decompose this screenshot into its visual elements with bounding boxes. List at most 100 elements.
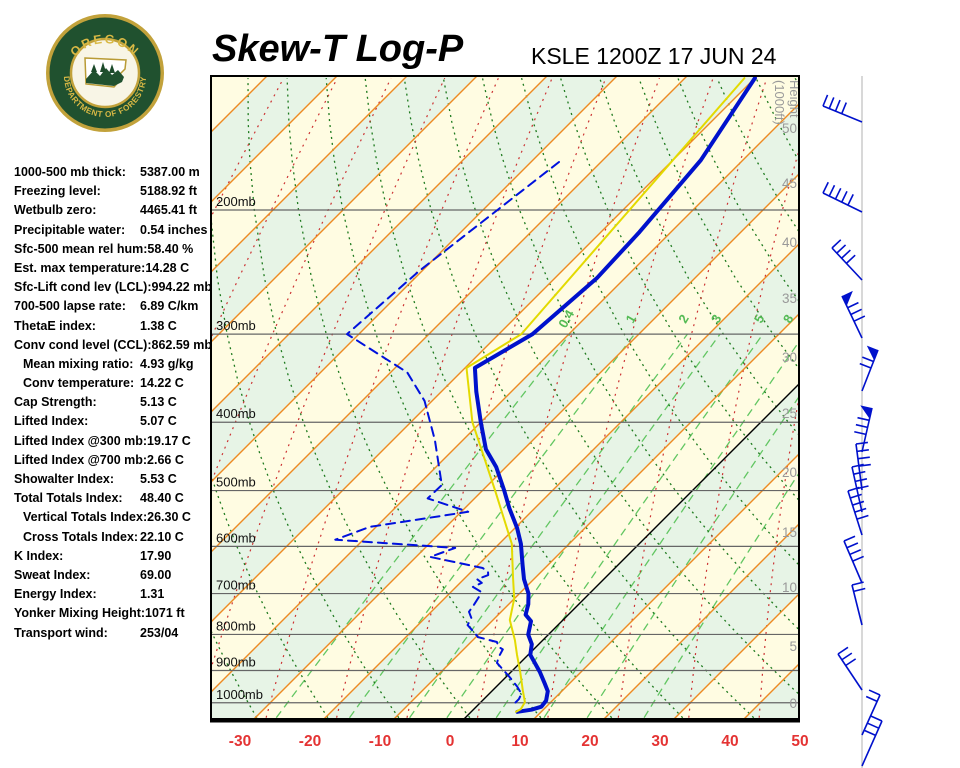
index-value: 0.54 inches — [140, 222, 208, 237]
moist-adiabat-line — [265, 77, 499, 718]
index-label: Lifted Index @700 mb: — [14, 452, 148, 467]
pressure-label: 300mb — [216, 318, 256, 333]
index-value: 1.31 — [140, 587, 165, 602]
isotherm-band — [211, 104, 799, 719]
index-row: 1000-500 mb thick: 5387.00 m — [14, 165, 212, 184]
dry-adiabat-line — [211, 629, 258, 719]
index-label: Est. max temperature: — [14, 260, 146, 275]
barb-tick — [864, 729, 876, 737]
wind-barb — [859, 345, 879, 392]
height-label: 5 — [789, 639, 797, 654]
index-value: 862.59 mb — [151, 337, 212, 352]
mixing-ratio-line — [275, 333, 571, 719]
wind-barb — [843, 535, 864, 584]
index-label: ThetaE index: — [14, 318, 96, 333]
index-row: Sweat Index: 69.00 — [14, 568, 212, 587]
index-value: 1.38 C — [140, 318, 177, 333]
station-id: KSLE 1200Z 17 JUN 24 — [531, 43, 777, 69]
barb-tick — [855, 441, 869, 445]
pressure-label: 800mb — [216, 618, 256, 633]
barb-tick — [853, 315, 866, 322]
pressure-label: 1000mb — [216, 687, 263, 702]
isotherm-line — [673, 593, 799, 719]
barb-tick — [851, 463, 864, 468]
logo-trees-icon — [91, 62, 115, 73]
barb-tick — [857, 456, 870, 460]
isotherm-band — [211, 76, 799, 692]
index-row: K Index: 17.90 — [14, 549, 212, 568]
index-row: Mean mixing ratio: 4.93 g/kg — [14, 357, 212, 376]
wind-barb — [861, 715, 883, 767]
index-label: Energy Index: — [14, 587, 97, 602]
sounding-traces — [334, 76, 757, 714]
index-label: Freezing level: — [14, 184, 101, 199]
index-value: 22.10 C — [140, 529, 184, 544]
index-label: Mean mixing ratio: — [23, 356, 134, 371]
height-label: 15 — [782, 525, 797, 540]
barb-tick — [859, 362, 872, 369]
barb-tick — [853, 587, 866, 593]
index-row: Showalter Index: 5.53 C — [14, 472, 212, 491]
height-label: 40 — [782, 235, 797, 250]
pressure-label: 500mb — [216, 475, 256, 490]
index-value: 58.40 % — [147, 241, 194, 256]
dry-adiabat-line — [442, 77, 799, 696]
index-row: Energy Index: 1.31 — [14, 587, 212, 606]
pressure-label: 700mb — [216, 578, 256, 593]
index-label: Yonker Mixing Height: — [14, 606, 146, 621]
barb-pennant — [866, 345, 878, 361]
moist-adiabats — [211, 77, 799, 718]
wetbulb-trace — [465, 77, 746, 713]
wind-barbs — [822, 76, 883, 768]
pressure-label: 900mb — [216, 655, 256, 670]
barb-tick — [840, 102, 848, 114]
mixing-ratio-line — [446, 333, 721, 719]
barb-tick — [841, 249, 851, 259]
mixing-ratio-line — [586, 395, 799, 719]
odf-logo: OREGON DEPARTMENT OF FORESTRY — [46, 14, 164, 132]
logo-mountains-icon — [86, 68, 124, 86]
isotherm-line — [393, 313, 799, 719]
index-label: Precipitable water: — [14, 222, 126, 237]
height-label: 25 — [782, 406, 797, 421]
barb-tick — [856, 514, 869, 520]
index-row: Lifted Index: 5.07 C — [14, 414, 212, 433]
index-row: ThetaE index: 1.38 C — [14, 319, 212, 338]
dewpoint-trace — [334, 161, 560, 704]
height-label: 10 — [782, 580, 797, 595]
wind-barb — [861, 689, 881, 736]
barb-tick — [852, 500, 865, 506]
index-value: 19.17 C — [147, 433, 191, 448]
wind-barb — [841, 290, 866, 339]
temp-tick-label: 50 — [791, 733, 808, 750]
index-label: 700-500 lapse rate: — [14, 299, 126, 314]
barb-staff — [822, 105, 863, 123]
barb-tick — [852, 555, 864, 562]
height-label: 30 — [782, 350, 797, 365]
chart-border — [210, 75, 800, 723]
freezing-isotherm-line — [463, 383, 799, 719]
barb-tick — [865, 695, 878, 703]
height-axis-units: (1000ft) — [772, 80, 787, 125]
wind-barb — [837, 646, 863, 691]
height-label: 20 — [782, 465, 797, 480]
barb-tick — [857, 416, 870, 422]
index-label: Cap Strength: — [14, 395, 97, 410]
index-value: 26.30 C — [147, 510, 191, 525]
index-value: 5.07 C — [140, 414, 177, 429]
index-row: Est. max temperature: 14.28 C — [14, 261, 212, 280]
index-value: 5387.00 m — [140, 165, 200, 179]
index-row: Conv cond level (CCL): 862.59 mb — [14, 338, 212, 357]
isotherm-line — [603, 523, 799, 719]
index-row: Conv temperature: 14.22 C — [14, 376, 212, 395]
barb-tick — [822, 94, 829, 107]
index-row: Transport wind: 253/04 — [14, 626, 212, 645]
index-value: 994.22 mb — [151, 280, 212, 295]
index-value: 6.89 C/km — [140, 299, 199, 314]
index-row: Wetbulb zero: 4465.41 ft — [14, 203, 212, 222]
temp-tick-label: 0 — [446, 733, 455, 750]
isotherm-line — [211, 103, 799, 693]
mixing-ratio-line — [348, 333, 636, 719]
